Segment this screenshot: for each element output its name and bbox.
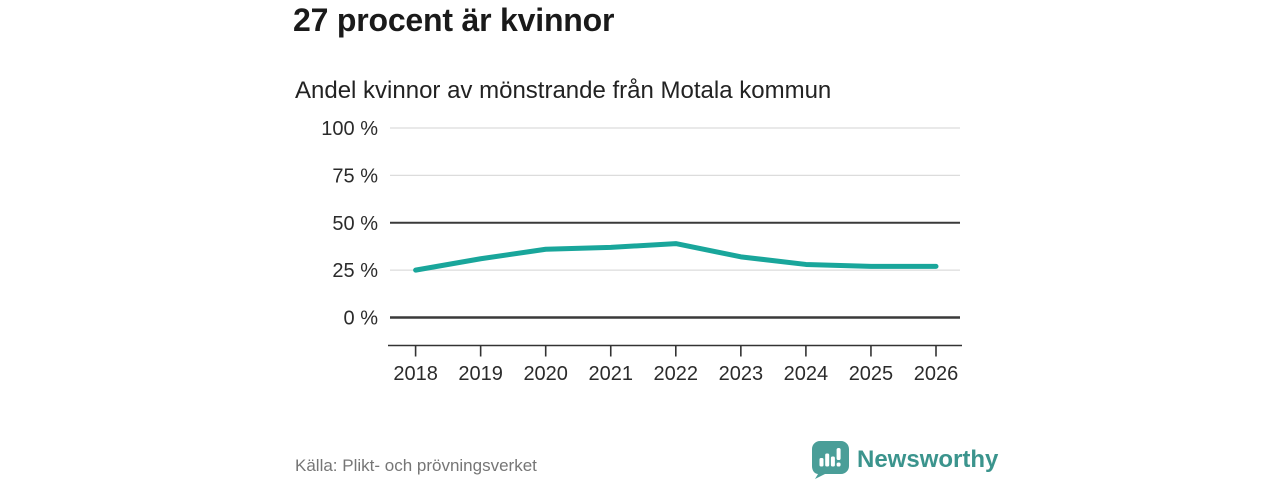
y-tick-label: 0 % [344,308,379,330]
data-line-andel-kvinnor [413,241,939,273]
chart-title: 27 procent är kvinnor [293,2,615,38]
chart-subtitle: Andel kvinnor av mönstrande från Motala … [295,77,832,104]
y-tick-label: 75 % [332,165,378,187]
x-tick-label: 2018 [393,363,438,385]
y-tick-label: 25 % [332,260,378,282]
x-tick-label: 2021 [589,363,634,385]
x-tick-label: 2019 [458,363,503,385]
newsworthy-logo-icon [812,441,849,479]
x-tick-label: 2026 [914,363,959,385]
x-tick-label: 2022 [654,363,699,385]
newsworthy-wordmark: Newsworthy [857,446,999,473]
x-tick-label: 2025 [849,363,894,385]
source-text: Källa: Plikt- och prövningsverket [295,456,537,475]
x-tick-label: 2020 [523,363,568,385]
newsworthy-brand-link[interactable]: Newsworthy [812,441,998,479]
y-tick-label: 50 % [332,213,378,235]
x-tick-label: 2023 [719,363,764,385]
x-tick-label: 2024 [784,363,829,385]
y-tick-label: 100 % [321,118,378,140]
